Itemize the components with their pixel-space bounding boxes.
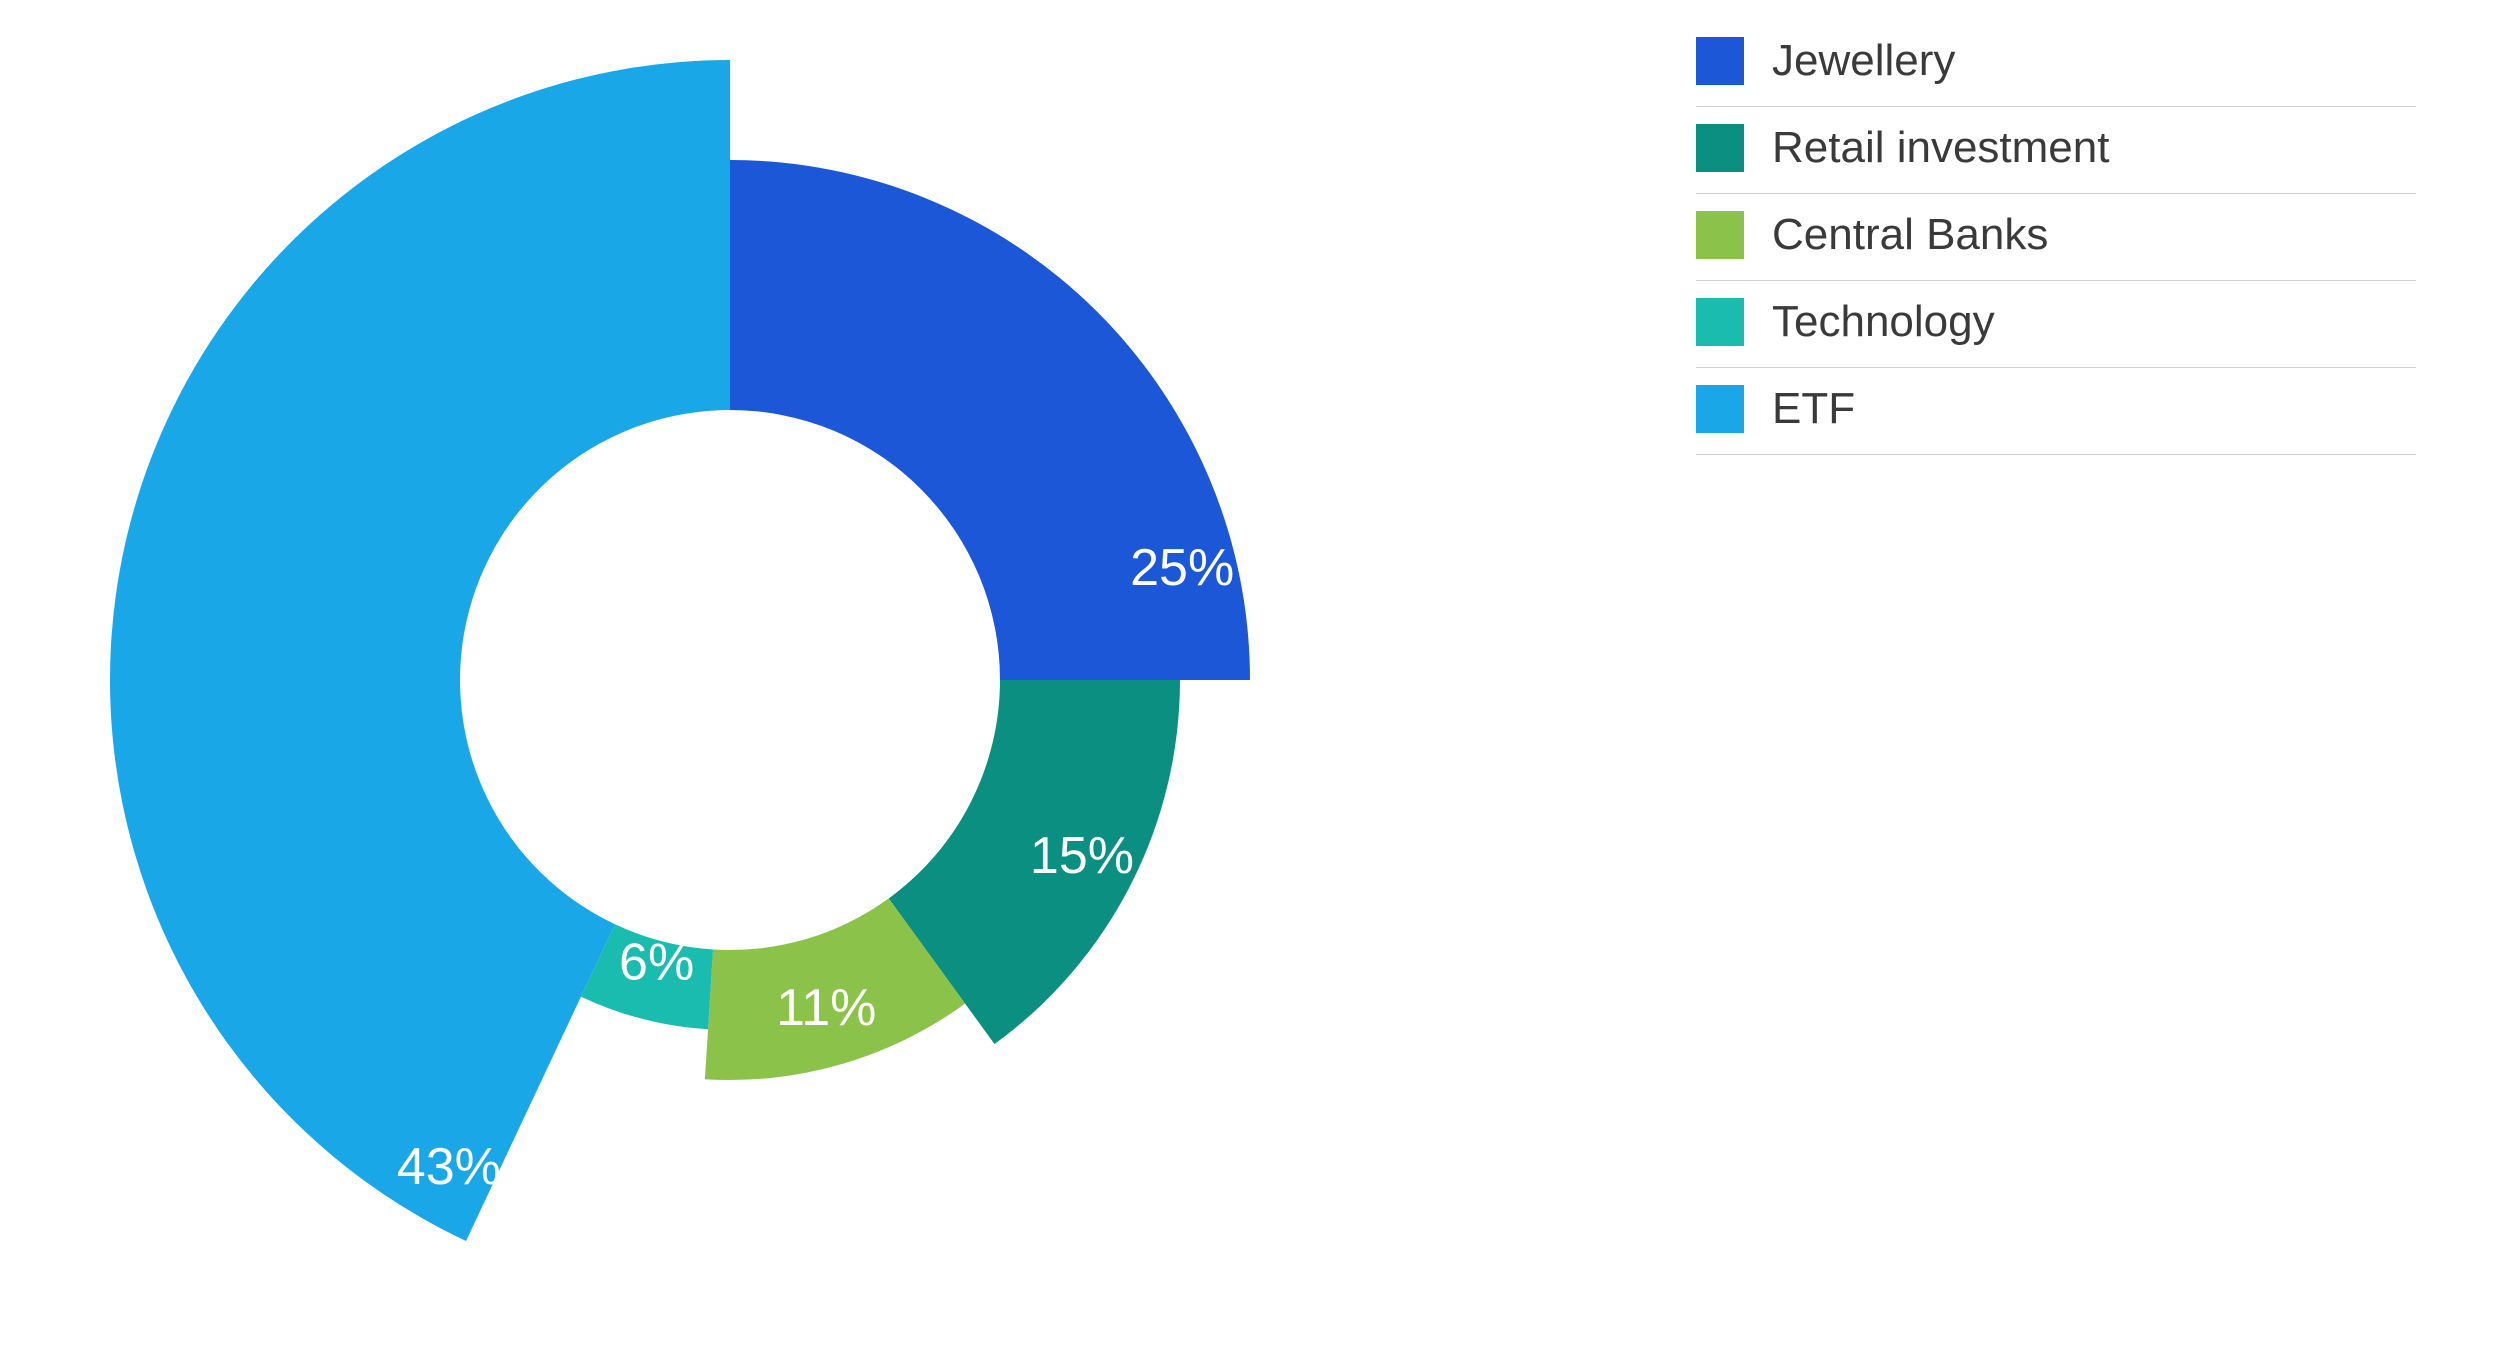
legend-label: Jewellery [1772,36,1955,86]
pie-slice[interactable] [730,160,1250,680]
slice-percent-label: 11% [776,979,876,1037]
legend-item[interactable]: Jewellery [1696,20,2416,107]
slice-percent-label: 6% [619,933,694,991]
legend: Jewellery Retail investment Central Banks T… [1696,20,2416,455]
legend-swatch [1696,385,1744,433]
legend-item[interactable]: Central Banks [1696,194,2416,281]
slice-percent-label: 43% [397,1138,501,1196]
legend-swatch [1696,211,1744,259]
pie-slice[interactable] [110,60,730,1241]
legend-label: Central Banks [1772,210,2048,260]
donut-chart: 25% 15% 11% 6% 43% [60,40,1400,1320]
legend-label: Technology [1772,297,1995,347]
legend-item[interactable]: Retail investment [1696,107,2416,194]
legend-item[interactable]: ETF [1696,368,2416,455]
legend-swatch [1696,37,1744,85]
chart-svg: 25% 15% 11% 6% 43% [60,40,1400,1320]
legend-item[interactable]: Technology [1696,281,2416,368]
slice-percent-label: 25% [1130,539,1234,597]
slice-percent-label: 15% [1030,827,1134,885]
legend-label: ETF [1772,384,1855,434]
legend-label: Retail investment [1772,123,2109,173]
figure-container: 25% 15% 11% 6% 43% Jewellery Retail investmen… [0,0,2496,1364]
legend-swatch [1696,124,1744,172]
legend-swatch [1696,298,1744,346]
